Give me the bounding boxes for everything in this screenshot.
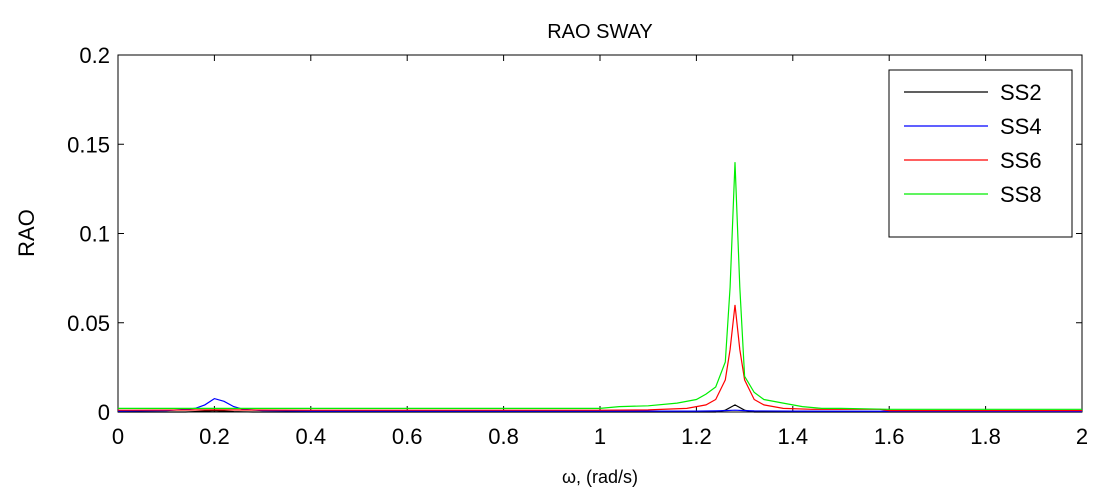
x-tick-label: 2 <box>1076 424 1088 449</box>
x-tick-label: 1.4 <box>778 424 809 449</box>
x-tick-label: 0.2 <box>199 424 230 449</box>
legend-label-ss8: SS8 <box>1000 182 1042 207</box>
y-tick-label: 0.15 <box>67 132 110 157</box>
x-tick-label: 0.4 <box>296 424 327 449</box>
x-tick-label: 1 <box>594 424 606 449</box>
legend: SS2 SS4 SS6 SS8 <box>888 69 1073 238</box>
x-tick-label: 1.2 <box>681 424 712 449</box>
legend-box <box>888 69 1073 238</box>
legend-label-ss4: SS4 <box>1000 114 1042 139</box>
series-lines <box>117 162 1083 413</box>
y-tick-label: 0.2 <box>79 43 110 68</box>
x-tick-label: 0.8 <box>488 424 519 449</box>
chart-title: RAO SWAY <box>547 21 653 43</box>
y-tick-label: 0.05 <box>67 311 110 336</box>
legend-label-ss6: SS6 <box>1000 148 1042 173</box>
x-tick-labels: 0 0.2 0.4 0.6 0.8 1 1.2 1.4 1.6 1.8 2 <box>112 424 1088 449</box>
series-line-ss6 <box>117 304 1082 412</box>
y-tick-label: 0 <box>98 400 110 425</box>
y-tick-label: 0.1 <box>79 222 110 247</box>
x-axis-label: ω, (rad/s) <box>562 467 638 487</box>
x-tick-label: 0 <box>112 424 124 449</box>
series-line-ss2 <box>118 404 1082 413</box>
x-tick-label: 1.8 <box>970 424 1001 449</box>
y-tick-labels: 0 0.05 0.1 0.15 0.2 <box>67 43 110 425</box>
series-line-ss8 <box>118 162 1082 410</box>
legend-label-ss2: SS2 <box>1000 80 1042 105</box>
x-tick-label: 1.6 <box>874 424 905 449</box>
y-axis-label: RAO <box>14 209 39 257</box>
x-tick-label: 0.6 <box>392 424 423 449</box>
